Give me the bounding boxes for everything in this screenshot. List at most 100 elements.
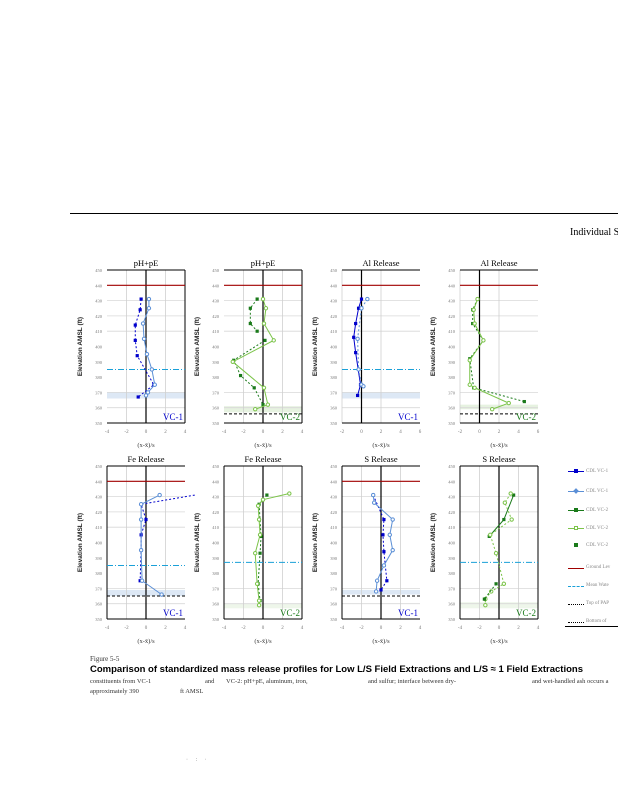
legend-line-item: Top of PAP: [568, 601, 609, 606]
y-tick-label: 380: [212, 375, 220, 380]
y-tick-label: 410: [448, 525, 456, 530]
x-tick-label: 4: [419, 626, 422, 631]
data-point: [509, 517, 514, 522]
data-point: [255, 329, 259, 333]
y-tick-label: 380: [330, 571, 338, 576]
y-axis-label: Elevation AMSL (ft): [312, 317, 319, 376]
figure-desc-1a: constituents from VC-1: [90, 678, 152, 685]
x-tick-label: 2: [164, 430, 167, 435]
data-point: [139, 297, 143, 301]
y-tick-label: 390: [448, 360, 456, 365]
data-point: [138, 308, 142, 312]
data-point: [146, 306, 152, 311]
y-tick-label: 450: [212, 268, 220, 273]
y-tick-label: 360: [95, 406, 103, 411]
y-tick-label: 410: [448, 329, 456, 334]
y-tick-label: 350: [95, 421, 103, 426]
data-point: [467, 382, 472, 387]
x-axis-label: (x-x̄)/s: [254, 442, 272, 449]
y-tick-label: 450: [448, 464, 456, 469]
series-line: [233, 339, 266, 405]
legend-label: Bottom of: [586, 619, 607, 624]
data-point: [501, 581, 507, 587]
x-tick-label: 0: [478, 430, 481, 435]
x-tick-label: -4: [340, 626, 345, 631]
x-axis-label: (x-x̄)/s: [372, 638, 390, 645]
y-tick-label: 410: [330, 525, 338, 530]
y-tick-label: 420: [330, 510, 338, 515]
data-point: [133, 323, 137, 327]
x-tick-label: 4: [301, 430, 304, 435]
data-point: [261, 385, 267, 391]
legend-label: CDL VC-2: [586, 525, 609, 531]
chart-panel-3: Al ReleaseVC-145044043042041040039038037…: [312, 258, 422, 449]
data-point: [263, 338, 267, 342]
legend-item: CDL VC-2: [568, 525, 608, 531]
series-line: [134, 299, 155, 398]
data-point: [144, 517, 148, 522]
chart-title: pH+pE: [251, 258, 276, 268]
y-tick-label: 400: [448, 345, 456, 350]
data-point: [261, 403, 265, 407]
data-point: [141, 336, 147, 342]
site-label: VC-1: [398, 412, 418, 422]
data-point: [512, 493, 516, 497]
x-tick-label: -2: [477, 626, 482, 631]
x-tick-label: -4: [105, 626, 110, 631]
data-point: [508, 491, 513, 496]
site-label: VC-2: [280, 608, 300, 618]
x-tick-label: 2: [281, 626, 284, 631]
y-tick-label: 420: [95, 314, 103, 319]
y-axis-label: Elevation AMSL (ft): [77, 317, 84, 376]
y-tick-label: 400: [95, 541, 103, 546]
y-tick-label: 390: [330, 360, 338, 365]
legend-rule: [565, 626, 618, 627]
footer-marks: · : ·: [186, 757, 210, 763]
data-point: [379, 588, 383, 592]
figure-desc-1b: and: [205, 678, 215, 685]
data-point: [146, 296, 152, 302]
y-tick-label: 440: [448, 283, 456, 288]
y-tick-label: 440: [330, 283, 338, 288]
x-tick-label: -4: [222, 430, 227, 435]
y-tick-label: 440: [212, 283, 220, 288]
figure-desc-2b: ft AMSL: [180, 688, 204, 695]
data-point: [238, 373, 243, 378]
x-tick-label: 4: [184, 430, 187, 435]
site-label: VC-1: [163, 608, 183, 618]
y-tick-label: 420: [448, 510, 456, 515]
data-point: [138, 502, 144, 507]
y-tick-label: 440: [212, 479, 220, 484]
chart-title: S Release: [364, 454, 398, 464]
data-point: [253, 551, 258, 556]
chart-title: Fe Release: [244, 454, 281, 464]
data-point: [374, 578, 380, 583]
legend-item: CDL VC-2: [568, 507, 608, 513]
legend-label: CDL VC-2: [586, 542, 609, 548]
data-point: [255, 297, 259, 301]
data-point: [352, 335, 356, 339]
series-line: [257, 494, 268, 601]
legend-swatch: [568, 525, 584, 531]
y-tick-label: 350: [448, 421, 456, 426]
data-point: [382, 550, 386, 554]
data-point: [361, 384, 366, 389]
legend-swatch: [568, 468, 584, 474]
x-tick-label: 2: [399, 626, 402, 631]
x-tick-label: 0: [262, 430, 265, 435]
data-point: [136, 395, 140, 399]
x-tick-label: -2: [241, 430, 246, 435]
y-tick-label: 390: [212, 556, 220, 561]
x-tick-label: 2: [380, 430, 383, 435]
x-tick-label: -2: [340, 430, 345, 435]
header-rule: [70, 213, 618, 214]
y-tick-label: 420: [95, 510, 103, 515]
y-tick-label: 440: [330, 479, 338, 484]
data-point: [149, 367, 155, 372]
data-point: [488, 532, 493, 538]
data-point: [260, 497, 266, 502]
series-line: [140, 494, 162, 595]
data-point: [382, 517, 386, 522]
data-point: [502, 517, 506, 522]
y-tick-label: 370: [212, 390, 220, 395]
